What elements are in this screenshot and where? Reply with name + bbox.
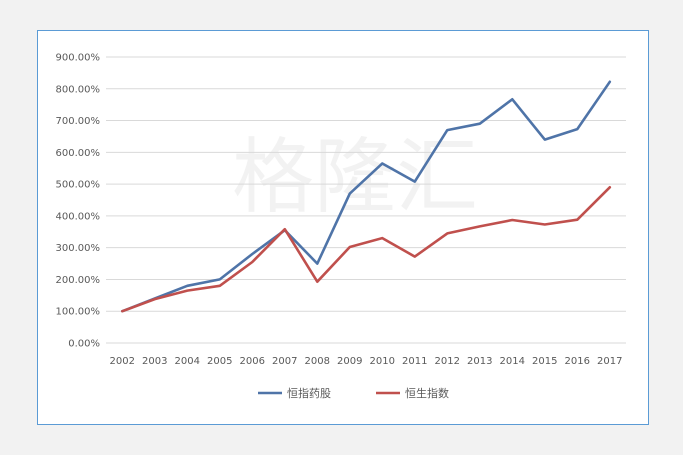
y-tick-label: 400.00% [56,211,101,222]
x-tick-label: 2012 [435,356,460,367]
watermark-text: 格隆汇 [232,130,478,225]
series-line-2 [121,186,612,313]
x-tick-label: 2017 [597,356,622,367]
y-tick-label: 0.00% [68,339,100,350]
x-tick-label: 2004 [175,356,200,367]
x-tick-label: 2005 [207,356,232,367]
series-line-1 [121,80,612,313]
y-tick-label: 900.00% [56,53,101,64]
y-tick-label: 600.00% [56,148,101,159]
y-tick-label: 200.00% [56,275,101,286]
legend-label: 恒生指数 [405,386,449,400]
x-tick-label: 2008 [305,356,330,367]
x-tick-label: 2013 [467,356,492,367]
x-tick-label: 2015 [532,356,557,367]
x-tick-label: 2003 [142,356,167,367]
gridlines [106,56,626,344]
x-tick-label: 2006 [240,356,265,367]
x-tick-label: 2014 [500,356,525,367]
series-lines [121,80,612,313]
y-tick-label: 500.00% [56,180,101,191]
x-tick-label: 2010 [370,356,395,367]
chart-frame [37,30,649,425]
y-tick-label: 700.00% [56,116,101,127]
legend: 恒指药股 恒生指数 [258,386,449,400]
x-tick-label: 2009 [337,356,362,367]
x-tick-label: 2011 [402,356,427,367]
y-tick-label: 800.00% [56,84,101,95]
x-tick-label: 2016 [565,356,590,367]
x-tick-label: 2002 [110,356,135,367]
x-tick-label: 2007 [272,356,297,367]
watermark: 格隆汇 [232,130,478,225]
legend-label: 恒指药股 [287,386,331,400]
x-axis-ticks: 2002 2003 2004 2005 2006 2007 2008 2009 2010 2011… [110,356,623,367]
y-tick-label: 300.00% [56,243,101,254]
y-axis-ticks: 0.00% 100.00% 200.00% 300.00% 400.00% 500.00%… [56,53,101,350]
y-tick-label: 100.00% [56,307,101,318]
